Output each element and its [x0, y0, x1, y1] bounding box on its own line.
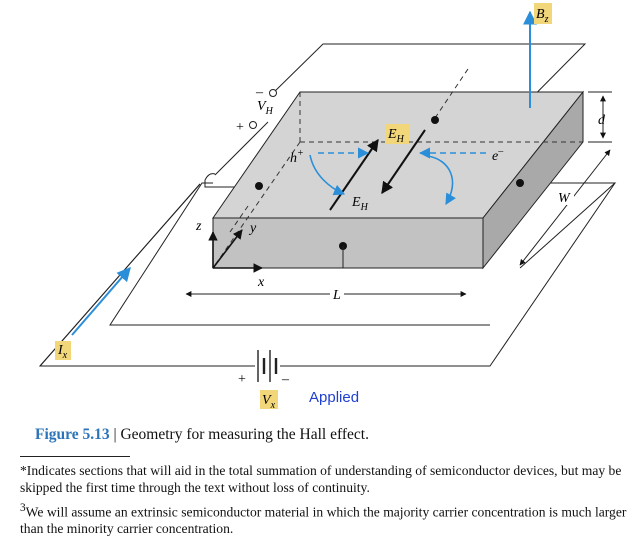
- footnote-2: 3We will assume an extrinsic semiconduct…: [20, 500, 630, 538]
- figure-number: Figure 5.13: [35, 426, 110, 443]
- vh-minus-label: –: [255, 85, 264, 100]
- applied-label: Applied: [309, 389, 359, 406]
- vh-plus-label: +: [236, 120, 244, 135]
- eh-field-arrow-down: [381, 129, 426, 194]
- dimension-d-label: d: [598, 113, 606, 128]
- coordinate-axes: [208, 229, 263, 273]
- ix-label-highlight: [55, 341, 71, 360]
- eh-lower-label: EH: [351, 195, 369, 213]
- hall-terminal-minus: [269, 89, 277, 97]
- vh-label: VH: [257, 99, 274, 117]
- semiconductor-slab: [212, 90, 585, 270]
- dimension-d: [588, 91, 612, 143]
- hall-effect-diagram: + – Bz Ix Vx Applied VH + – EH EH h+ e– …: [38, 3, 617, 411]
- footnote-2-text: We will assume an extrinsic semiconducto…: [20, 504, 627, 537]
- eh-field-arrow-up: [329, 139, 379, 211]
- dimension-l-label: L: [332, 288, 341, 303]
- vx-label: Vx: [262, 393, 276, 411]
- bz-label: Bz: [536, 7, 549, 25]
- axis-z-label: z: [195, 219, 202, 234]
- contact-top-back: [431, 116, 439, 124]
- contact-right: [516, 179, 524, 187]
- footnote-2-mark: 3: [20, 502, 26, 514]
- dimension-w-label: W: [558, 191, 571, 206]
- caption-text: Geometry for measuring the Hall effect.: [120, 426, 369, 443]
- axis-x-label: x: [257, 275, 265, 290]
- battery-minus-label: –: [281, 372, 290, 387]
- eh-upper-label: EH: [387, 127, 405, 145]
- figure-caption: Figure 5.13 | Geometry for measuring the…: [35, 426, 369, 444]
- hall-terminal-plus: [249, 121, 257, 129]
- electron-label: e–: [492, 146, 504, 164]
- vx-label-highlight: [260, 390, 278, 409]
- axis-y-label: y: [248, 221, 257, 236]
- battery-symbol: [257, 350, 278, 382]
- hidden-edges: [212, 65, 583, 269]
- footnote-1: *Indicates sections that will aid in the…: [20, 463, 622, 495]
- hole-deflection-arrow: [309, 154, 346, 196]
- battery-plus-label: +: [238, 372, 246, 387]
- caption-separator: |: [109, 426, 121, 443]
- ix-arrow: [71, 266, 131, 336]
- hole-label: h+: [290, 148, 304, 166]
- electron-deflection-arrow: [427, 155, 456, 205]
- footnote-rule: [20, 456, 130, 457]
- eh-upper-highlight: [385, 124, 409, 144]
- contact-top-front: [255, 182, 263, 190]
- bz-label-highlight: [534, 3, 552, 24]
- ix-label: Ix: [57, 343, 68, 361]
- dimension-w: [519, 149, 611, 266]
